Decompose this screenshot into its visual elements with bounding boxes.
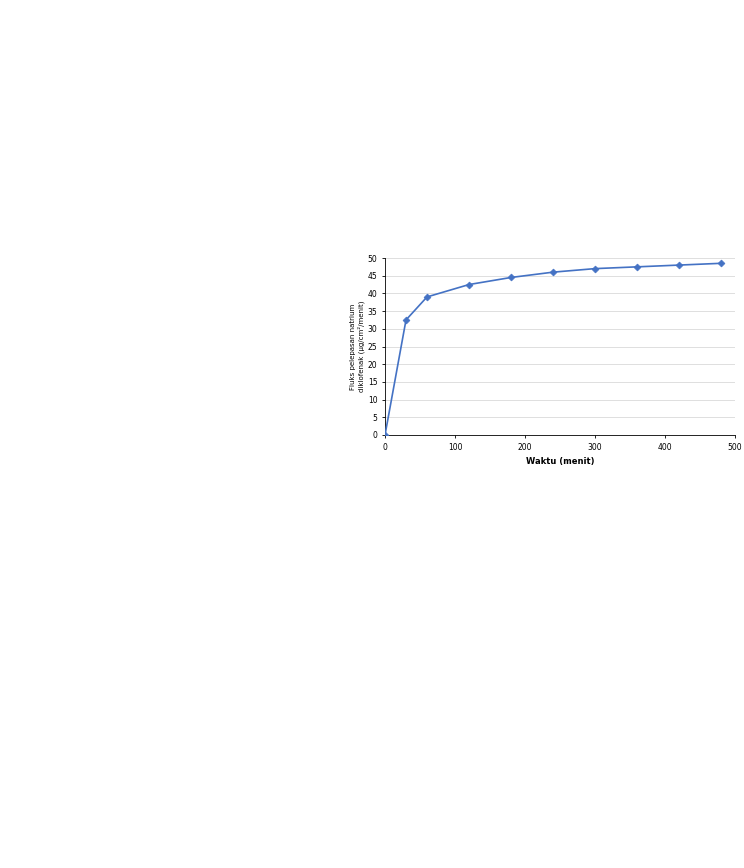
X-axis label: Waktu (menit): Waktu (menit)	[526, 457, 594, 466]
Y-axis label: Fluks pelepasan natrium
diklofenak (µg/cm²/menit): Fluks pelepasan natrium diklofenak (µg/c…	[350, 300, 365, 392]
